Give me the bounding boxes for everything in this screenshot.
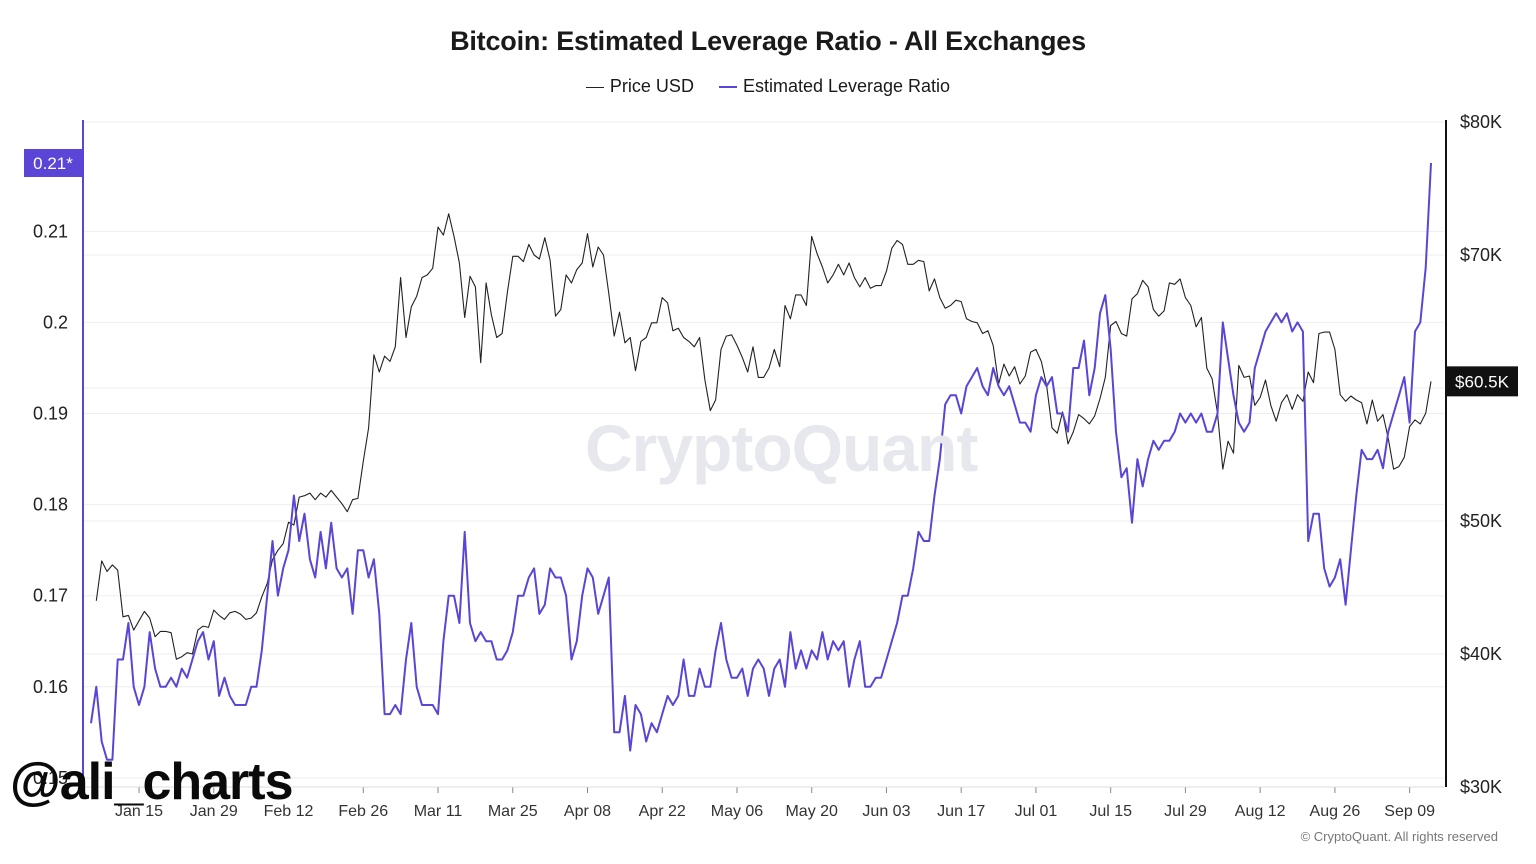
x-tick-label: Jun 17 [937, 803, 985, 820]
x-tick-label: Jun 03 [862, 803, 910, 820]
author-handle: @ali_charts [10, 753, 294, 811]
x-tick-label: Mar 11 [414, 803, 463, 820]
series-estimated-leverage-ratio [90, 162, 1432, 761]
x-tick-label: Aug 26 [1310, 803, 1361, 820]
value-badges: 0.21* $60.5K [24, 148, 1518, 397]
x-tick-label: Feb 26 [338, 803, 388, 820]
y-left-tick-label: 0.2 [43, 312, 68, 332]
y-left-tick-label: 0.15 [33, 768, 68, 788]
x-tick-label: Jul 15 [1089, 803, 1132, 820]
copyright: © CryptoQuant. All rights reserved [1300, 829, 1498, 844]
y-right-tick-label: $50K [1460, 511, 1502, 531]
legend-label-price: Price USD [609, 76, 694, 96]
y-right-tick-label: $80K [1460, 112, 1502, 132]
badge-left-value: 0.21* [33, 154, 73, 173]
badge-right-bg [1446, 366, 1518, 397]
x-tick-label: May 06 [711, 803, 764, 820]
y-left-tick-label: 0.19 [33, 404, 68, 424]
legend-swatch-price [585, 86, 604, 88]
y-left-tick-label: 0.16 [33, 677, 68, 697]
legend-label-leverage: Estimated Leverage Ratio [742, 76, 951, 96]
line-estimated-leverage-ratio [90, 162, 1432, 761]
badge-left-bg [24, 148, 82, 177]
x-tick-label: Jan 29 [190, 803, 238, 820]
series-price-usd [95, 213, 1432, 660]
watermark: CryptoQuant [585, 411, 978, 485]
x-tick-label: Apr 08 [564, 803, 611, 820]
legend-item-price[interactable]: Price USD [585, 76, 694, 97]
x-tick-label: Aug 12 [1235, 803, 1286, 820]
grid [84, 121, 1444, 788]
x-tick-label: Mar 25 [488, 803, 538, 820]
legend-item-leverage[interactable]: Estimated Leverage Ratio [718, 76, 951, 97]
legend[interactable]: Price USD Estimated Leverage Ratio [0, 76, 1536, 97]
x-tick-label: Feb 12 [264, 803, 314, 820]
y-right-tick-label: $40K [1460, 644, 1502, 664]
axes [82, 120, 1447, 793]
x-tick-label: Jul 29 [1164, 803, 1207, 820]
x-tick-label: Sep 09 [1384, 803, 1435, 820]
tick-labels: 0.15 0.16 0.17 0.18 0.19 0.2 0.21 $30K $40K $50K $… [33, 112, 1502, 820]
y-left-tick-label: 0.17 [33, 586, 68, 606]
line-price-usd [95, 213, 1432, 660]
x-tick-label: May 20 [785, 803, 838, 820]
x-tick-label: Apr 22 [639, 803, 686, 820]
y-left-tick-label: 0.21 [33, 221, 68, 241]
y-left-tick-label: 0.18 [33, 495, 68, 515]
chart-title: Bitcoin: Estimated Leverage Ratio - All … [450, 26, 1086, 56]
x-tick-label: Jan 15 [115, 803, 163, 820]
y-right-tick-label: $30K [1460, 777, 1502, 797]
legend-swatch-leverage [718, 86, 737, 89]
y-right-tick-label: $70K [1460, 245, 1502, 265]
x-tick-label: Jul 01 [1015, 803, 1058, 820]
badge-right-value: $60.5K [1455, 372, 1510, 391]
